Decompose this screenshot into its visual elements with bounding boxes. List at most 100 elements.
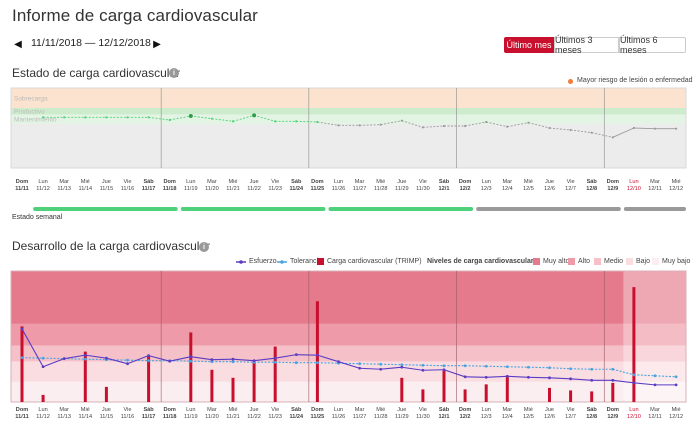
x-tick-day: Dom	[163, 407, 175, 413]
tolerance-segment	[64, 358, 86, 360]
status-zone-band	[11, 88, 686, 108]
x-tick-date: 11/23	[268, 414, 282, 420]
previous-period-button[interactable]: ◀	[14, 38, 22, 50]
tolerance-segment	[275, 361, 297, 364]
tolerance-point	[674, 375, 678, 379]
effort-segment	[211, 358, 234, 361]
x-tick-day: Dom	[311, 407, 323, 413]
risk-dot-icon	[568, 79, 573, 84]
effort-segment	[190, 356, 212, 361]
effort-segment	[148, 355, 170, 362]
x-tick-date: 11/30	[416, 414, 430, 420]
effort-segment	[169, 356, 191, 362]
x-tick-date: 11/21	[226, 186, 240, 192]
x-tick-date: 11/12	[36, 414, 50, 420]
x-tick-day: Mar	[207, 407, 217, 413]
tolerance-point	[590, 367, 594, 371]
effort-segment	[633, 382, 656, 386]
x-tick-day: Sáb	[587, 407, 598, 413]
x-tick-day: Mié	[81, 179, 90, 185]
x-tick-day: Jue	[397, 179, 406, 185]
info-icon[interactable]: i	[199, 242, 209, 252]
x-tick-date: 12/10	[627, 186, 641, 192]
x-tick-date: 11/23	[268, 186, 282, 192]
effort-point	[569, 377, 572, 381]
tolerance-point	[632, 373, 636, 377]
effort-point	[316, 353, 319, 357]
date-range: 11/11/2018 — 12/12/2018	[31, 37, 151, 49]
x-tick-day: Sáb	[439, 179, 450, 185]
status-line-segment	[253, 114, 276, 122]
effort-point	[189, 355, 193, 359]
period-last-6-months-button[interactable]: Últimos 6 meses	[619, 35, 686, 55]
status-point	[84, 116, 87, 119]
status-line-segment	[422, 125, 445, 128]
legend-effort-label: Esfuerzo	[249, 258, 277, 265]
x-tick-date: 11/29	[395, 186, 409, 192]
effort-point	[147, 354, 151, 358]
level-bands	[10, 270, 687, 403]
legend-trimp-label: Carga cardiovascular (TRIMP)	[327, 258, 422, 265]
x-tick-day: Lun	[629, 407, 638, 413]
x-tick-day: Mar	[502, 179, 512, 185]
status-point	[400, 119, 403, 122]
level-swatch-icon	[652, 258, 659, 265]
tolerance-segment	[465, 365, 487, 367]
x-tick-date: 12/7	[565, 186, 576, 192]
x-tick-day: Vie	[567, 179, 575, 185]
status-frame	[10, 87, 687, 169]
x-tick-date: 11/17	[142, 414, 156, 420]
status-line-segment	[570, 129, 592, 134]
status-point	[548, 126, 551, 130]
effort-point	[463, 375, 467, 379]
effort-segment	[380, 366, 402, 370]
x-tick-day: Jue	[102, 407, 111, 413]
effort-point	[505, 374, 509, 378]
x-tick-day: Dom	[607, 407, 619, 413]
tolerance-point	[358, 362, 361, 366]
x-tick-day: Jue	[545, 179, 554, 185]
next-period-button[interactable]: ▶	[153, 38, 161, 50]
x-tick-day: Mié	[376, 407, 385, 413]
status-line	[42, 113, 678, 139]
trimp-bar	[147, 355, 151, 402]
legend-trimp: Carga cardiovascular (TRIMP)	[317, 258, 422, 265]
x-tick-day: Mié	[228, 179, 237, 185]
trimp-bar	[189, 332, 193, 402]
status-line-segment	[317, 121, 339, 126]
tolerance-point	[569, 367, 572, 371]
info-icon[interactable]: i	[169, 68, 179, 78]
x-tick-day: Sáb	[439, 407, 450, 413]
x-tick-date: 12/7	[565, 414, 576, 420]
trimp-bar	[400, 377, 404, 402]
x-tick-date: 11/12	[36, 186, 50, 192]
x-tick-day: Dom	[16, 407, 28, 413]
effort-line-icon	[236, 259, 246, 264]
x-tick-day: Vie	[271, 407, 279, 413]
effort-segment	[528, 376, 550, 379]
x-tick-day: Mar	[355, 179, 365, 185]
x-tick-day: Lun	[38, 407, 47, 413]
weekly-status-label: Estado semanal	[12, 214, 63, 221]
x-tick-date: 11/30	[416, 186, 430, 192]
x-tick-day: Vie	[567, 407, 575, 413]
effort-segment	[443, 369, 466, 378]
status-line-segment	[211, 118, 234, 122]
tolerance-point	[379, 362, 383, 366]
legend-tolerance-label: Tolerancia	[290, 258, 322, 265]
period-last-month-button[interactable]: Último mes	[504, 37, 554, 53]
x-tick-date: 12/2	[460, 414, 471, 420]
status-x-ticks: Dom11/11Lun11/12Mar11/13Mié11/14Jue11/15…	[15, 179, 683, 192]
period-last-3-months-button[interactable]: Últimos 3 meses	[554, 35, 619, 55]
x-tick-day: Dom	[459, 407, 471, 413]
tolerance-segment	[380, 363, 402, 366]
development-chart: Dom11/11Lun11/12Mar11/13Mié11/14Jue11/15…	[10, 270, 687, 420]
x-tick-date: 11/24	[289, 414, 304, 420]
dev-frame	[10, 270, 687, 403]
legend-level-label: Medio	[604, 258, 624, 265]
weekly-status-bars	[33, 207, 686, 211]
trimp-bars	[20, 287, 636, 402]
tolerance-segment	[127, 359, 149, 362]
effort-point	[210, 358, 214, 362]
x-tick-date: 11/28	[374, 186, 388, 192]
